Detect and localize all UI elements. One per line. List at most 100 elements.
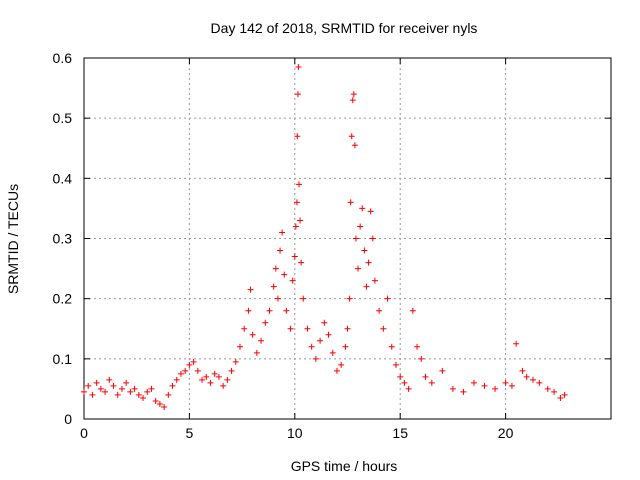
data-point bbox=[321, 319, 328, 326]
data-point bbox=[380, 325, 387, 332]
data-point bbox=[291, 253, 298, 260]
data-point bbox=[348, 133, 355, 140]
data-point bbox=[85, 382, 92, 389]
data-point bbox=[371, 277, 378, 284]
gridlines bbox=[84, 58, 611, 419]
data-point bbox=[245, 307, 252, 314]
data-point bbox=[89, 391, 96, 398]
data-point bbox=[161, 403, 168, 410]
data-point bbox=[439, 367, 446, 374]
data-point bbox=[118, 385, 125, 392]
y-axis-label: SRMTID / TECUs bbox=[5, 184, 21, 294]
data-point bbox=[211, 370, 218, 377]
data-point bbox=[312, 355, 319, 362]
x-axis-label: GPS time / hours bbox=[291, 458, 398, 474]
data-point bbox=[297, 217, 304, 224]
data-point bbox=[262, 319, 269, 326]
data-point bbox=[460, 388, 467, 395]
data-point bbox=[287, 325, 294, 332]
data-point bbox=[342, 343, 349, 350]
data-point bbox=[359, 205, 366, 212]
data-point bbox=[272, 265, 279, 272]
data-point bbox=[293, 199, 300, 206]
data-point bbox=[530, 376, 537, 383]
data-point bbox=[228, 367, 235, 374]
data-point bbox=[173, 376, 180, 383]
data-point bbox=[414, 343, 421, 350]
data-point bbox=[277, 247, 284, 254]
data-points bbox=[81, 64, 568, 410]
data-point bbox=[102, 388, 109, 395]
data-point bbox=[561, 391, 568, 398]
data-point bbox=[428, 379, 435, 386]
y-tick-label: 0.2 bbox=[53, 291, 73, 307]
y-tick-label: 0.1 bbox=[53, 351, 73, 367]
data-point bbox=[557, 394, 564, 401]
data-point bbox=[361, 247, 368, 254]
x-tick-label: 15 bbox=[392, 425, 408, 441]
data-point bbox=[344, 325, 351, 332]
data-point bbox=[281, 271, 288, 278]
data-point bbox=[409, 307, 416, 314]
data-point bbox=[140, 394, 147, 401]
data-point bbox=[367, 208, 374, 215]
data-point bbox=[266, 307, 273, 314]
data-point bbox=[232, 358, 239, 365]
data-point bbox=[347, 199, 354, 206]
data-point bbox=[333, 367, 340, 374]
data-point bbox=[148, 385, 155, 392]
data-point bbox=[513, 340, 520, 347]
data-point bbox=[350, 91, 357, 98]
data-point bbox=[384, 295, 391, 302]
data-point bbox=[392, 361, 399, 368]
data-point bbox=[292, 223, 299, 230]
data-point bbox=[182, 367, 189, 374]
data-point bbox=[97, 385, 104, 392]
data-point bbox=[207, 379, 214, 386]
x-tick-label: 10 bbox=[287, 425, 303, 441]
data-point bbox=[502, 379, 509, 386]
data-point bbox=[492, 385, 499, 392]
data-point bbox=[536, 379, 543, 386]
data-point bbox=[106, 376, 113, 383]
data-point bbox=[156, 400, 163, 407]
data-point bbox=[470, 379, 477, 386]
data-point bbox=[220, 382, 227, 389]
data-point bbox=[241, 325, 248, 332]
data-point bbox=[247, 286, 254, 293]
data-point bbox=[363, 283, 370, 290]
data-point bbox=[519, 367, 526, 374]
data-point bbox=[270, 283, 277, 290]
data-point bbox=[294, 91, 301, 98]
data-point bbox=[177, 370, 184, 377]
data-point bbox=[349, 97, 356, 104]
data-point bbox=[274, 295, 281, 302]
data-point bbox=[279, 229, 286, 236]
data-point bbox=[304, 325, 311, 332]
data-point bbox=[253, 349, 260, 356]
data-point bbox=[369, 235, 376, 242]
data-point bbox=[355, 265, 362, 272]
y-tick-label: 0.6 bbox=[53, 50, 73, 66]
y-tick-label: 0 bbox=[64, 411, 72, 427]
data-point bbox=[544, 385, 551, 392]
data-point bbox=[295, 64, 302, 71]
data-point bbox=[329, 349, 336, 356]
data-point bbox=[186, 361, 193, 368]
data-point bbox=[114, 391, 121, 398]
data-point bbox=[203, 373, 210, 380]
data-point bbox=[365, 259, 372, 266]
data-point bbox=[236, 343, 243, 350]
x-tick-label: 5 bbox=[186, 425, 194, 441]
data-point bbox=[376, 307, 383, 314]
data-point bbox=[123, 379, 130, 386]
y-tick-label: 0.3 bbox=[53, 231, 73, 247]
data-point bbox=[308, 343, 315, 350]
data-point bbox=[401, 379, 408, 386]
data-point bbox=[338, 361, 345, 368]
data-point bbox=[296, 181, 303, 188]
data-point bbox=[131, 385, 138, 392]
data-point bbox=[194, 367, 201, 374]
data-point bbox=[405, 385, 412, 392]
